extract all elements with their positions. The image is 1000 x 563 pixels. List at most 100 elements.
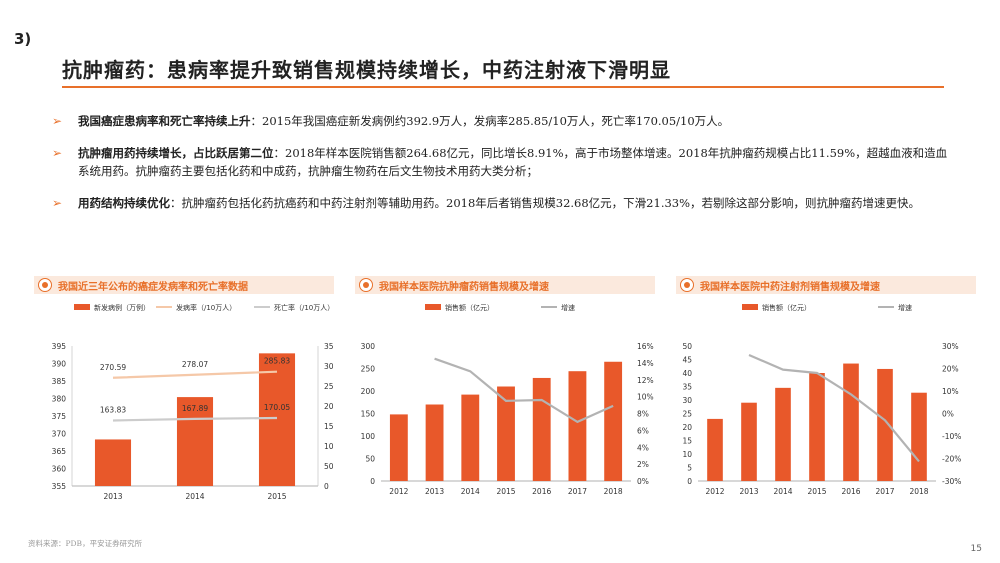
y-right-tick-label: 2%: [637, 460, 649, 469]
y-left-tick-label: 365: [52, 447, 67, 456]
x-tick-label: 2014: [773, 487, 792, 496]
x-tick-label: 2018: [909, 487, 928, 496]
y-right-tick-label: 0: [324, 482, 329, 491]
y-left-tick-label: 100: [361, 432, 376, 441]
bar: [94, 439, 132, 486]
bullet-lead: 抗肿瘤用药持续增长，占比跃居第二位: [78, 146, 274, 160]
legend-label: 死亡率（/10万人）: [274, 303, 334, 312]
y-right-tick-label: 14%: [637, 359, 654, 368]
y-right-tick-label: 150: [324, 422, 334, 431]
y-left-tick-label: 15: [682, 437, 692, 446]
bar: [707, 418, 723, 481]
legend-label: 增速: [561, 303, 575, 312]
x-tick-label: 2013: [739, 487, 758, 496]
bullet-text: ：2015年我国癌症新发病例约392.9万人，发病率285.85/10万人，死亡…: [250, 114, 730, 128]
arrow-bullet-icon: ➢: [52, 146, 63, 160]
bullet-lead: 我国癌症患病率和死亡率持续上升: [78, 114, 251, 128]
y-left-tick-label: 250: [361, 365, 376, 374]
chart-panel-antitumor-sales: 我国样本医院抗肿瘤药销售规模及增速 销售额（亿元） 增速 0 50 100 150 200 2…: [355, 276, 655, 508]
x-tick-label: 2014: [185, 492, 204, 501]
x-tick-label: 2015: [496, 487, 515, 496]
bar: [741, 402, 757, 481]
bar: [568, 371, 587, 481]
legend-swatch: [74, 304, 90, 310]
y-right-tick-label: 250: [324, 382, 334, 391]
y-right-tick-label: 16%: [637, 342, 654, 351]
bar: [425, 404, 444, 481]
y-right-tick-label: 30%: [942, 342, 959, 351]
y-left-tick-label: 20: [682, 423, 692, 432]
bar: [877, 368, 893, 481]
target-icon: [680, 278, 694, 292]
y-right-tick-label: 0%: [942, 410, 954, 419]
series-line: [748, 353, 920, 463]
y-right-tick-label: 350: [324, 342, 334, 351]
x-tick-label: 2017: [875, 487, 894, 496]
bar: [532, 377, 551, 481]
data-label: 170.05: [264, 403, 290, 412]
x-tick-label: 2016: [532, 487, 551, 496]
legend-label: 发病率（/10万人）: [176, 303, 236, 312]
legend-swatch: [742, 304, 758, 310]
title-divider: [62, 86, 944, 88]
page-number: 15: [970, 544, 982, 554]
chart-antitumor-svg: 销售额（亿元） 增速 0 50 100 150 200 250 300 0% 2% 4% 6% 8% 10%…: [361, 303, 654, 496]
y-right-tick-label: -20%: [942, 455, 961, 464]
y-left-tick-label: 40: [682, 369, 692, 378]
x-tick-label: 2012: [389, 487, 408, 496]
y-right-tick-label: 200: [324, 402, 334, 411]
bar: [604, 361, 623, 481]
chart-panel-tcm-injection-sales: 我国样本医院中药注射剂销售规模及增速 销售额（亿元） 增速 0 5 10 15 20 25 30…: [676, 276, 976, 508]
y-right-tick-label: 50: [324, 462, 334, 471]
target-icon: [359, 278, 373, 292]
bullet-item: ➢ 用药结构持续优化：抗肿瘤药包括化药抗癌药和中药注射剂等辅助用药。2018年后…: [52, 194, 952, 212]
bullet-list: ➢ 我国癌症患病率和死亡率持续上升：2015年我国癌症新发病例约392.9万人，…: [52, 112, 952, 226]
y-left-tick-label: 360: [52, 465, 67, 474]
bar: [843, 363, 859, 481]
series-line: [434, 357, 614, 424]
arrow-bullet-icon: ➢: [52, 196, 63, 210]
y-left-tick-label: 5: [687, 464, 692, 473]
y-left-tick-label: 150: [361, 410, 376, 419]
y-right-tick-label: 100: [324, 442, 334, 451]
x-tick-label: 2017: [568, 487, 587, 496]
target-icon: [38, 278, 52, 292]
series-line: [112, 416, 278, 422]
y-left-tick-label: 200: [361, 387, 376, 396]
bullet-item: ➢ 我国癌症患病率和死亡率持续上升：2015年我国癌症新发病例约392.9万人，…: [52, 112, 952, 130]
chart-header: 我国样本医院中药注射剂销售规模及增速: [676, 276, 976, 294]
x-tick-label: 2013: [425, 487, 444, 496]
y-left-tick-label: 370: [52, 430, 67, 439]
y-right-tick-label: -30%: [942, 477, 961, 486]
series-line: [112, 370, 278, 379]
y-left-tick-label: 0: [370, 477, 375, 486]
legend-label: 销售额（亿元）: [762, 303, 811, 312]
x-tick-label: 2018: [604, 487, 623, 496]
chart-title: 我国近三年公布的癌症发病率和死亡率数据: [58, 281, 248, 293]
y-left-tick-label: 355: [52, 482, 67, 491]
y-left-tick-label: 50: [365, 455, 375, 464]
y-left-tick-label: 30: [682, 396, 692, 405]
y-right-tick-label: 300: [324, 362, 334, 371]
y-left-tick-label: 375: [52, 412, 67, 421]
y-right-tick-label: 0%: [637, 477, 649, 486]
y-left-tick-label: 45: [682, 356, 692, 365]
y-right-tick-label: 20%: [942, 365, 959, 374]
y-left-tick-label: 25: [682, 410, 692, 419]
section-number: 3): [14, 30, 32, 48]
y-right-tick-label: 10%: [637, 393, 654, 402]
bar: [497, 386, 515, 481]
bullet-text: ：2018年样本医院销售额264.68亿元，同比增长8.91%，高于市场整体增速…: [78, 146, 948, 178]
arrow-bullet-icon: ➢: [52, 114, 63, 128]
x-tick-label: 2015: [807, 487, 826, 496]
x-tick-label: 2015: [267, 492, 286, 501]
bar: [258, 353, 296, 486]
y-left-tick-label: 0: [687, 477, 692, 486]
y-right-tick-label: -10%: [942, 432, 961, 441]
data-label: 270.59: [100, 363, 126, 372]
bullet-item: ➢ 抗肿瘤用药持续增长，占比跃居第二位：2018年样本医院销售额264.68亿元…: [52, 144, 952, 180]
bullet-lead: 用药结构持续优化: [78, 196, 170, 210]
bar: [176, 397, 214, 486]
x-tick-label: 2016: [841, 487, 860, 496]
bar: [809, 373, 825, 481]
